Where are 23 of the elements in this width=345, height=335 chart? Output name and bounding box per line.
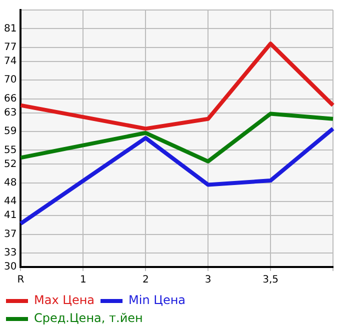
y-tick-label: 74	[4, 56, 17, 67]
x-tick-label: 3,5	[262, 274, 278, 286]
y-tick-label: 30	[4, 262, 17, 273]
y-tick-label: 48	[4, 177, 17, 188]
legend-label: Max Цена	[34, 293, 95, 308]
y-tick-label: 66	[4, 93, 17, 104]
x-tick-label: 1	[80, 274, 86, 286]
y-tick-label: 41	[4, 210, 17, 222]
y-tick-label: 70	[4, 74, 17, 86]
y-tick-label: 37	[4, 228, 17, 240]
y-tick-label: 81	[4, 23, 17, 34]
x-tick-label: 2	[142, 274, 149, 286]
legend-label: Min Цена	[128, 293, 186, 308]
x-tick-label: R	[17, 274, 24, 286]
x-tick-label: 3	[204, 274, 212, 286]
y-tick-label: 52	[4, 158, 17, 170]
y-tick-label: 77	[4, 42, 17, 53]
y-tick-label: 55	[4, 144, 17, 156]
legend-label: Сред.Цена, т.йен	[34, 311, 143, 326]
y-tick-label: 33	[4, 248, 17, 259]
y-tick-label: 63	[4, 107, 17, 118]
y-tick-label: 59	[4, 126, 17, 138]
y-tick-label: 44	[4, 196, 17, 208]
